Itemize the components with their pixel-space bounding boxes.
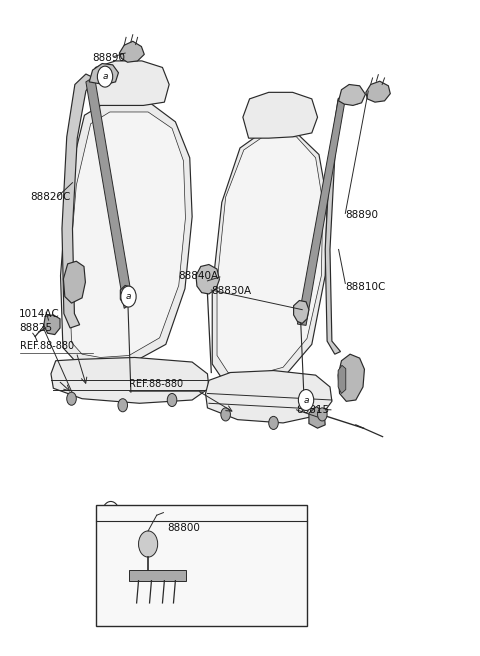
Circle shape xyxy=(121,286,136,307)
Polygon shape xyxy=(44,315,60,335)
Polygon shape xyxy=(366,81,390,102)
Polygon shape xyxy=(298,94,346,325)
Circle shape xyxy=(318,408,327,421)
Circle shape xyxy=(118,399,128,412)
Circle shape xyxy=(167,394,177,407)
Text: 88815: 88815 xyxy=(297,405,330,415)
Polygon shape xyxy=(338,365,346,394)
Text: a: a xyxy=(102,72,108,81)
Text: 88830A: 88830A xyxy=(211,286,252,297)
Polygon shape xyxy=(86,77,133,308)
Polygon shape xyxy=(196,264,219,294)
Polygon shape xyxy=(338,354,364,401)
Text: 88800: 88800 xyxy=(167,523,200,533)
Polygon shape xyxy=(212,132,327,384)
Polygon shape xyxy=(309,407,325,428)
Circle shape xyxy=(139,531,157,557)
Circle shape xyxy=(102,501,120,525)
Polygon shape xyxy=(51,358,209,403)
Circle shape xyxy=(97,66,113,87)
Polygon shape xyxy=(69,112,185,358)
Polygon shape xyxy=(60,102,192,367)
Polygon shape xyxy=(217,136,323,375)
Polygon shape xyxy=(205,371,332,423)
Text: 88890: 88890 xyxy=(345,210,378,220)
Text: a: a xyxy=(108,509,114,518)
Circle shape xyxy=(269,417,278,430)
Text: a: a xyxy=(126,292,131,301)
Polygon shape xyxy=(243,92,318,138)
Circle shape xyxy=(299,390,314,411)
Text: a: a xyxy=(303,396,309,405)
Polygon shape xyxy=(294,300,309,323)
Text: REF.88-880: REF.88-880 xyxy=(129,379,183,389)
Polygon shape xyxy=(63,261,85,303)
Text: 88820C: 88820C xyxy=(30,192,71,202)
Text: 88840A: 88840A xyxy=(178,271,218,281)
Text: 88890: 88890 xyxy=(93,53,126,63)
Text: 1014AC: 1014AC xyxy=(19,308,60,319)
Polygon shape xyxy=(120,285,135,306)
Polygon shape xyxy=(338,85,365,106)
Polygon shape xyxy=(88,61,169,106)
Polygon shape xyxy=(325,90,359,354)
FancyBboxPatch shape xyxy=(96,504,307,626)
Polygon shape xyxy=(129,570,186,581)
Circle shape xyxy=(221,408,230,421)
Text: 88810C: 88810C xyxy=(345,283,385,293)
Circle shape xyxy=(67,392,76,405)
Text: 88825: 88825 xyxy=(19,323,52,333)
Polygon shape xyxy=(120,41,144,62)
Polygon shape xyxy=(62,74,94,328)
Text: REF.88-880: REF.88-880 xyxy=(20,341,74,351)
Polygon shape xyxy=(89,64,119,85)
